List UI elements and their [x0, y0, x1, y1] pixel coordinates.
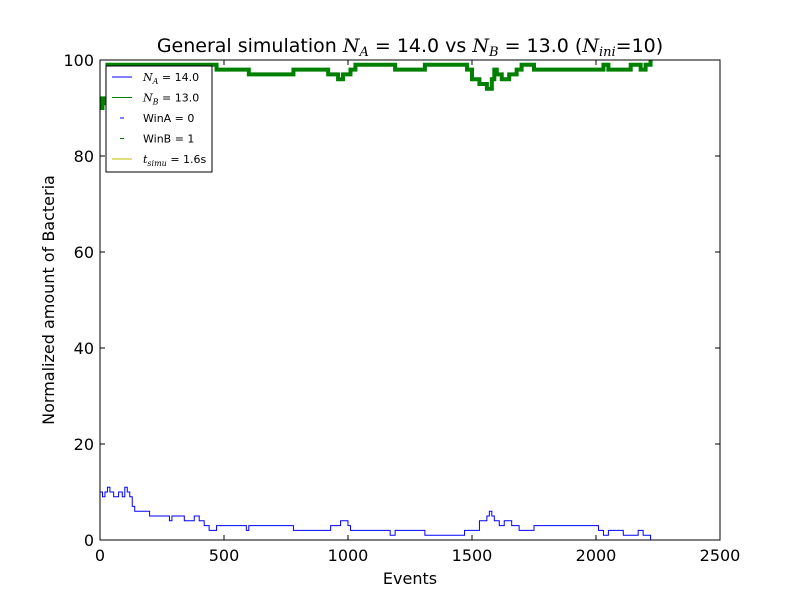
title-na-sub: A [358, 45, 368, 60]
legend-label-4: tsimu = 1.6s [143, 153, 207, 168]
title-na-value: = 14.0 vs [369, 35, 473, 57]
x-tick-label: 1500 [452, 546, 493, 565]
x-axis-label: Events [383, 569, 437, 588]
y-tick-label: 80 [74, 147, 94, 166]
ticks-layer: 0 500 1000 1500 2000 2500 0 20 40 60 80 100 [63, 51, 740, 565]
series-line-0 [100, 486, 654, 541]
y-tick-label: 20 [74, 435, 94, 454]
title-suffix: =10) [616, 35, 664, 57]
legend-subscript: simu [147, 159, 166, 168]
legend-subscript: B [152, 98, 159, 107]
x-tick-label: 1000 [328, 546, 369, 565]
plot-frame [99, 59, 721, 541]
title-nini-sub: ini [599, 45, 616, 60]
legend-label-2: WinA = 0 [143, 112, 194, 125]
x-tick-label: 2000 [576, 546, 617, 565]
title-nini-symbol: N [581, 35, 600, 57]
legend-value: WinA = 0 [143, 112, 194, 125]
legend-symbol: t [143, 153, 148, 166]
legend-symbol: N [142, 92, 153, 105]
series-line-1 [100, 60, 653, 110]
title-na-symbol: N [342, 35, 361, 57]
chart-title: General simulation NA = 14.0 vs NB = 13.… [157, 35, 663, 60]
x-tick-label: 0 [95, 546, 105, 565]
legend-label-3: WinB = 1 [143, 133, 194, 146]
legend-value: WinB = 1 [143, 133, 194, 146]
y-tick-label: 40 [74, 339, 94, 358]
legend-value: = 14.0 [158, 71, 199, 84]
legend-value: = 13.0 [159, 92, 200, 105]
legend-label-0: NA = 14.0 [142, 71, 199, 86]
title-nb-symbol: N [471, 35, 490, 57]
x-tick-label: 500 [209, 546, 240, 565]
series-layer [100, 60, 654, 541]
x-tick-label: 2500 [700, 546, 741, 565]
y-axis-label: Normalized amount of Bacteria [39, 175, 58, 425]
y-tick-label: 100 [63, 51, 94, 70]
legend-subscript: A [152, 77, 159, 86]
legend-value: = 1.6s [167, 153, 207, 166]
title-nb-sub: B [488, 45, 499, 60]
title-nb-value: = 13.0 ( [499, 35, 583, 57]
legend-symbol: N [142, 71, 153, 84]
legend-box [105, 65, 213, 173]
title-prefix: General simulation [157, 35, 343, 57]
legend-label-1: NB = 13.0 [142, 92, 199, 107]
y-tick-label: 60 [74, 243, 94, 262]
y-tick-label: 0 [84, 531, 94, 550]
